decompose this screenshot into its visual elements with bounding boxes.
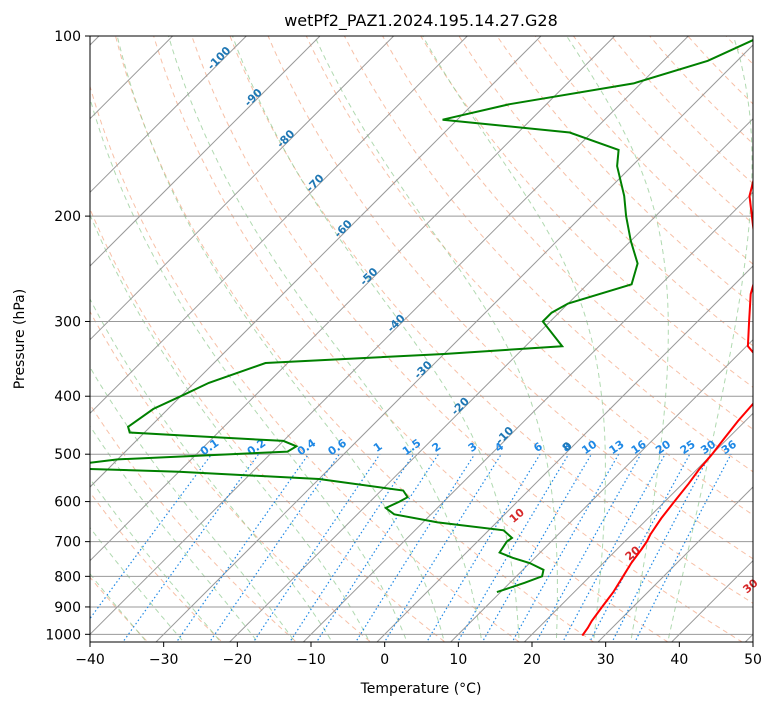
temperature-line	[581, 178, 753, 637]
isotherm-gridline	[90, 36, 469, 415]
chart-title: wetPf2_PAZ1.2024.195.14.27.G28	[284, 11, 558, 31]
x-tick-label: −10	[296, 652, 326, 668]
isotherm-gridline	[90, 36, 690, 636]
x-tick-label: 0	[380, 652, 389, 668]
isotherm-gridline	[449, 338, 753, 642]
y-axis-label: Pressure (hPa)	[12, 289, 28, 389]
dry-adiabat-line	[90, 84, 521, 642]
x-tick-label: 30	[597, 652, 615, 668]
mixing-ratio-line	[383, 453, 502, 642]
mixing-ratio-line	[562, 453, 666, 642]
plot-area	[90, 36, 753, 642]
x-axis-label: Temperature (°C)	[360, 681, 482, 697]
isotherm-gridline	[228, 117, 753, 642]
moist-adiabat-line	[90, 478, 222, 642]
moist-adiabat-line	[168, 36, 483, 642]
y-tick-label: 300	[54, 314, 81, 330]
y-tick-label: 800	[54, 569, 81, 585]
moist-adiabat-line	[90, 425, 259, 642]
isotherm-gridline	[90, 36, 616, 562]
moist-adiabat-line	[90, 213, 371, 642]
y-tick-label: 1000	[45, 627, 81, 643]
x-tick-label: −30	[149, 652, 179, 668]
mixing-ratio-line	[315, 453, 439, 642]
dry-adiabat-line	[90, 310, 372, 642]
dry-adiabat-line	[90, 576, 149, 642]
mixing-ratio-line	[355, 453, 476, 642]
dry-adiabat-line	[420, 36, 753, 388]
moist-adiabat-line	[667, 36, 753, 642]
y-tick-label: 500	[54, 447, 81, 463]
moist-adiabat-line	[422, 36, 606, 642]
isotherm-gridline	[302, 191, 753, 642]
y-tick-label: 600	[54, 495, 81, 511]
mixing-ratio-line	[175, 453, 309, 642]
dry-adiabat-line	[153, 36, 669, 642]
moist-adiabat-line	[90, 96, 408, 642]
isotherm-gridline	[523, 412, 753, 642]
x-tick-label: 10	[449, 652, 467, 668]
dry-adiabat-line	[751, 23, 775, 647]
y-axis-ticks: 100 200 300 400 500 600 700 800 900 1000	[45, 29, 90, 643]
dry-adiabat-line	[90, 403, 298, 642]
isotherm-gridline	[90, 36, 321, 267]
mixing-ratio-line	[611, 453, 711, 642]
y-tick-label: 100	[54, 29, 81, 45]
y-tick-label: 400	[54, 389, 81, 405]
dry-adiabat-line	[496, 36, 753, 306]
isotherm-gridline	[90, 36, 395, 341]
dry-adiabat-line	[191, 36, 744, 642]
x-tick-label: 50	[744, 652, 762, 668]
dry-adiabat-line	[90, 207, 446, 642]
mixing-ratio-line	[289, 453, 415, 642]
isotherm-gridline	[155, 44, 753, 642]
profiles	[90, 39, 753, 637]
moist-adiabat-line	[90, 526, 185, 642]
x-axis-ticks: −40 −30 −20 −10 0 10 20 30 40 50	[75, 642, 762, 668]
moist-adiabat-line	[90, 573, 148, 642]
mixing-ratio-line	[208, 453, 340, 642]
moist-adiabat-line	[116, 36, 445, 642]
moist-adiabat-line	[314, 36, 558, 642]
y-tick-label: 900	[54, 600, 81, 616]
y-tick-label: 700	[54, 535, 81, 551]
x-tick-label: −40	[75, 652, 105, 668]
isotherm-gridline	[376, 265, 753, 642]
mixing-ratio-line	[457, 453, 570, 642]
y-tick-label: 200	[54, 209, 81, 225]
x-tick-label: 40	[670, 652, 688, 668]
isotherm-gridline	[597, 486, 753, 642]
plot-frame	[89, 35, 754, 643]
background-lines	[90, 23, 775, 647]
moist-adiabat-line	[90, 366, 296, 642]
isotherm-gridline	[90, 36, 248, 194]
x-tick-label: 20	[523, 652, 541, 668]
x-tick-label: −20	[223, 652, 253, 668]
mixing-ratio-line	[122, 453, 259, 642]
mixing-ratio-line	[634, 453, 732, 642]
mixing-ratio-line	[90, 453, 213, 620]
mixing-ratio-line	[252, 453, 381, 642]
mixing-ratio-line	[481, 453, 592, 642]
dry-adiabat-line	[267, 36, 753, 560]
dewpoint-line	[90, 39, 753, 594]
isotherm-gridline	[90, 36, 542, 488]
